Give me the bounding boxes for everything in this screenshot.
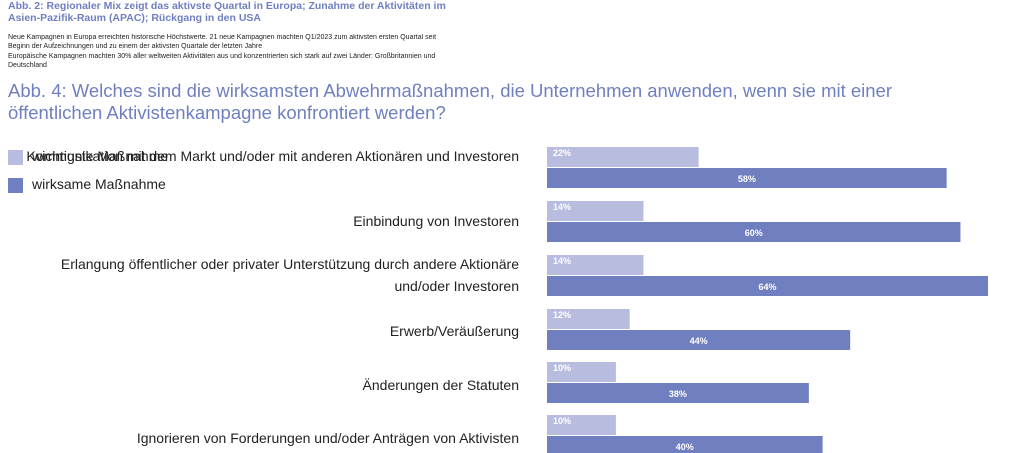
bar-wirksame-1 xyxy=(547,168,947,188)
data-label-wichtigste-6: 10% xyxy=(553,416,571,426)
background-bullet-2: Europäische Kampagnen machten 30% aller … xyxy=(8,53,436,69)
background-bullet-list: Neue Kampagnen in Europa erreichten hist… xyxy=(8,34,448,76)
data-label-wichtigste-4: 12% xyxy=(553,310,571,320)
category-label-kommunikation: Kommunikation mit dem Markt und/oder mit… xyxy=(26,148,519,164)
background-figure-caption: Abb. 2: Regionaler Mix zeigt das aktivst… xyxy=(8,0,446,24)
data-label-wichtigste-1: 22% xyxy=(553,148,571,158)
bar-wichtigste-4 xyxy=(547,309,630,329)
legend-label-wichtigste: wichtigste Maßnahme xyxy=(32,148,169,164)
bar-wirksame-6 xyxy=(547,436,823,453)
bar-wichtigste-2 xyxy=(547,201,644,221)
data-label-wirksame-1: 58% xyxy=(738,174,756,184)
bar-wirksame-5 xyxy=(547,383,809,403)
category-label-erlangung: Erlangung öffentlicher oder privater Unt… xyxy=(60,256,519,294)
category-label-ignorieren: Ignorieren von Forderungen und/oder Antr… xyxy=(136,430,519,446)
bar-wirksame-4 xyxy=(547,330,851,350)
bar-wichtigste-1 xyxy=(547,147,699,167)
category-label-erwerb: Erwerb/Veräußerung xyxy=(389,323,519,339)
legend-label-wirksame: wirksame Maßnahme xyxy=(32,176,166,192)
category-label-statuten: Änderungen der Statuten xyxy=(362,377,519,393)
bar-wichtigste-3 xyxy=(547,255,644,275)
legend-swatch-dark xyxy=(8,178,23,193)
bar-wichtigste-6 xyxy=(547,415,616,435)
chart-title: Abb. 4: Welches sind die wirksamsten Abw… xyxy=(8,80,893,123)
data-label-wirksame-3: 64% xyxy=(758,282,776,292)
legend-swatch-light xyxy=(8,150,23,165)
bar-wirksame-3 xyxy=(547,276,988,296)
bar-wirksame-2 xyxy=(547,222,961,242)
data-label-wirksame-2: 60% xyxy=(745,228,763,238)
data-label-wichtigste-3: 14% xyxy=(553,256,571,266)
data-label-wirksame-6: 40% xyxy=(676,442,694,452)
data-label-wirksame-4: 44% xyxy=(690,336,708,346)
bar-wichtigste-5 xyxy=(547,362,616,382)
data-label-wichtigste-5: 10% xyxy=(553,363,571,373)
background-bullet-1: Neue Kampagnen in Europa erreichten hist… xyxy=(8,34,437,50)
data-label-wirksame-5: 38% xyxy=(669,389,687,399)
data-label-wichtigste-2: 14% xyxy=(553,202,571,212)
category-label-einbindung: Einbindung von Investoren xyxy=(353,213,519,229)
